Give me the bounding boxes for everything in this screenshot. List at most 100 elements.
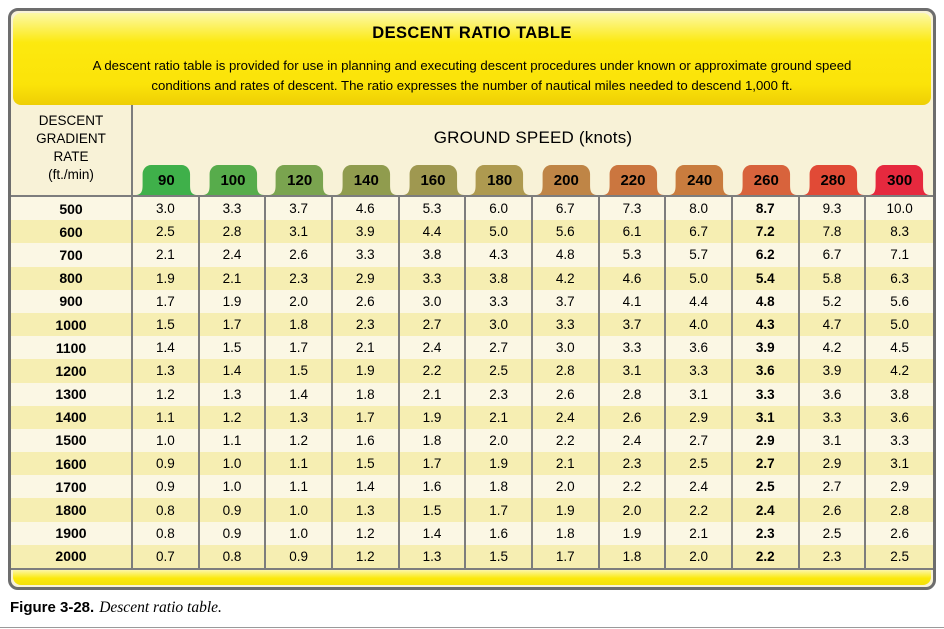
ratio-cell: 6.1	[600, 220, 667, 244]
descent-rate-cell: 1800	[11, 498, 133, 522]
ratio-cell: 2.7	[800, 475, 867, 499]
descent-rate-cell: 700	[11, 243, 133, 267]
descent-rate-cell: 1200	[11, 359, 133, 383]
ratio-cell: 2.1	[200, 266, 267, 290]
ratio-cell: 5.3	[600, 243, 667, 267]
ratio-cell: 2.9	[666, 405, 733, 429]
ratio-cell: 1.4	[400, 521, 467, 545]
ratio-cell: 4.7	[800, 312, 867, 337]
descent-rate-cell: 1000	[11, 312, 133, 337]
ratio-cell: 4.6	[600, 266, 667, 290]
table-description-line-1: A descent ratio table is provided for us…	[92, 58, 852, 73]
ratio-cell: 1.7	[200, 312, 267, 337]
ratio-cell: 3.1	[890, 456, 910, 472]
ground-speed-tab-300: 300	[866, 165, 933, 195]
ratio-cell: 3.0	[400, 289, 467, 313]
ratio-cell: 6.7	[800, 243, 867, 267]
ratio-cell: 4.3	[466, 243, 533, 267]
ratio-cell: 1.9	[333, 359, 400, 383]
tab-shape	[734, 165, 798, 195]
corner-label-line: GRADIENT	[36, 131, 106, 147]
ratio-cell: 1.2	[200, 405, 267, 429]
descent-rate-cell: 1600	[11, 452, 133, 476]
ground-speed-value: 140	[353, 172, 379, 189]
ratio-cell: 1.8	[533, 521, 600, 545]
ratio-cell: 3.3	[333, 243, 400, 267]
descent-rate-cell: 1400	[11, 405, 133, 429]
ground-speed-tab-120: 120	[266, 165, 333, 195]
ground-speed-tab-90: 90	[133, 165, 200, 195]
ratio-cell: 7.3	[600, 197, 667, 221]
ratio-cell: 5.7	[666, 243, 733, 267]
ratio-cell: 3.3	[400, 266, 467, 290]
figure-label: Figure 3-28.	[10, 599, 95, 616]
ratio-cell: 2.2	[600, 475, 667, 499]
ground-speed-tab-100: 100	[200, 165, 267, 195]
ratio-cell: 1.9	[133, 266, 200, 290]
table-row: 1700 0.9 1.0 1.1 1.4 1.6 1.8 2.0 2.2 2.4 2.5 2.7 2.9	[11, 475, 933, 499]
ratio-cell: 2.2	[733, 544, 800, 568]
ratio-cell: 5.6	[890, 293, 910, 309]
ratio-cell: 3.6	[890, 409, 910, 425]
ratio-cell: 2.9	[733, 428, 800, 453]
ratio-cell: 0.8	[200, 544, 267, 568]
ratio-cell: 2.5	[890, 548, 910, 564]
ratio-cell: 1.7	[533, 544, 600, 568]
ratio-cell: 1.9	[400, 405, 467, 429]
corner-label-line: DESCENT	[38, 113, 104, 129]
table-body: 500 3.0 3.3 3.7 4.6 5.3 6.0 6.7 7.3 8.0 8.7 9.3 10.0…	[11, 197, 933, 570]
ratio-cell: 1.9	[466, 452, 533, 476]
ratio-cell: 2.1	[466, 405, 533, 429]
ratio-cell: 3.9	[333, 220, 400, 244]
ratio-cell: 1.2	[266, 428, 333, 453]
ratio-cell: 2.3	[466, 382, 533, 406]
ratio-cell: 2.5	[733, 475, 800, 499]
descent-rate-cell: 500	[11, 197, 133, 221]
ratio-cell: 5.3	[400, 197, 467, 221]
ratio-cell: 3.8	[466, 266, 533, 290]
table-row: 800 1.9 2.1 2.3 2.9 3.3 3.8 4.2 4.6 5.0 5.4 5.8 6.3	[11, 266, 933, 290]
ratio-cell: 1.5	[133, 312, 200, 337]
ratio-cell: 3.1	[600, 359, 667, 383]
ratio-cell: 1.8	[600, 544, 667, 568]
ratio-cell: 4.3	[733, 312, 800, 337]
ratio-cell: 1.5	[400, 498, 467, 522]
table-row: 1200 1.3 1.4 1.5 1.9 2.2 2.5 2.8 3.1 3.3 3.6 3.9 4.2	[11, 359, 933, 383]
ratio-cell: 1.8	[333, 382, 400, 406]
tab-shape	[534, 165, 598, 195]
ground-speed-tab-280: 280	[800, 165, 867, 195]
ratio-cell: 3.3	[466, 289, 533, 313]
ratio-cell: 2.1	[333, 336, 400, 360]
ratio-cell: 0.9	[266, 544, 333, 568]
ratio-cell: 1.6	[333, 428, 400, 453]
ratio-cell: 1.7	[400, 452, 467, 476]
ratio-cell: 3.1	[266, 220, 333, 244]
table-description: A descent ratio table is provided for us…	[13, 56, 931, 96]
ratio-cell: 3.3	[600, 336, 667, 360]
ratio-cell: 2.1	[533, 452, 600, 476]
ratio-cell: 1.5	[466, 544, 533, 568]
ratio-cell: 8.3	[890, 224, 910, 240]
ratio-cell: 2.0	[600, 498, 667, 522]
ratio-cell: 6.2	[733, 243, 800, 267]
ratio-cell: 1.5	[200, 336, 267, 360]
ratio-cell: 2.1	[666, 521, 733, 545]
ratio-cell: 3.3	[733, 382, 800, 406]
ground-speed-tab-140: 140	[333, 165, 400, 195]
ratio-cell: 1.7	[133, 289, 200, 313]
ratio-cell: 1.4	[266, 382, 333, 406]
ratio-cell: 3.6	[800, 382, 867, 406]
figure-caption: Figure 3-28. Descent ratio table.	[10, 599, 222, 617]
table-row: 1400 1.1 1.2 1.3 1.7 1.9 2.1 2.4 2.6 2.9 3.1 3.3 3.6	[11, 405, 933, 429]
ratio-cell: 2.4	[733, 498, 800, 522]
ratio-cell: 2.5	[666, 452, 733, 476]
ratio-cell: 3.1	[733, 405, 800, 429]
descent-rate-cell: 1300	[11, 382, 133, 406]
column-header-band: DESCENT GRADIENT RATE (ft./min) GROUND S…	[11, 105, 933, 197]
ratio-cell: 3.6	[666, 336, 733, 360]
ratio-cell: 2.4	[200, 243, 267, 267]
ratio-cell: 2.0	[533, 475, 600, 499]
ground-speed-value: 260	[753, 172, 779, 189]
table-title: DESCENT RATIO TABLE	[372, 24, 572, 42]
ground-speed-value: 220	[620, 172, 646, 189]
